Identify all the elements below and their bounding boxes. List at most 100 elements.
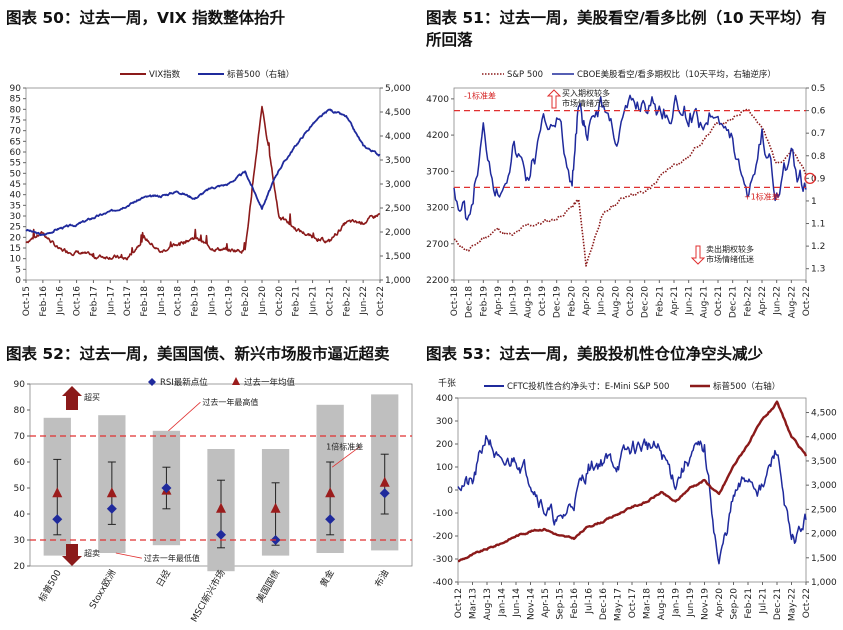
y-tick-label: 80 (14, 406, 26, 416)
y-tick-label: 4200 (426, 131, 449, 141)
x-tick-label: Sep-15 (556, 588, 566, 620)
legend-label-mean: 过去一年均值 (244, 377, 296, 388)
x-tick-label: Apr-20 (715, 588, 725, 618)
plot-area (457, 397, 807, 583)
x-tick-label: Aug-20 (611, 286, 621, 319)
y-tick-label: -200 (433, 532, 454, 542)
y-tick-label: 0 (447, 486, 453, 496)
x-tick-label: Mar-13 (469, 588, 479, 619)
x-tick-label: Dec-20 (641, 286, 651, 318)
y-axis-unit: 千张 (438, 378, 456, 389)
y-tick-label: 15 (10, 244, 21, 254)
category-label: 布油 (372, 568, 391, 590)
x-tick-label: Oct-18 (450, 286, 460, 317)
annotation-leader (331, 446, 361, 468)
x-tick-label: May-17 (614, 588, 624, 621)
y2-tick-label: 3,500 (385, 156, 411, 166)
x-tick-label: May-22 (788, 588, 798, 621)
x-tick-label: Oct-17 (628, 588, 638, 618)
y2-tick-label: 1 (811, 197, 817, 207)
chart-title: 图表 50：过去一周，VIX 指数整体抬升 (6, 9, 286, 27)
x-tick-label: Jun-22 (359, 286, 369, 316)
category-label: MSCI新兴市场 (188, 568, 228, 625)
y-tick-label: 20 (14, 562, 26, 572)
x-tick-label: Jul-21 (759, 588, 769, 615)
x-tick-label: Oct-12 (454, 588, 464, 618)
x-tick-label: Dec-18 (465, 286, 475, 318)
x-tick-label: Oct-21 (714, 286, 724, 316)
mean-marker (270, 502, 281, 513)
annotation: 过去一年最低值 (144, 553, 200, 563)
x-tick-label: Feb-19 (479, 286, 489, 317)
y-tick-label: 30 (10, 212, 22, 222)
x-tick-label: Dec-21 (773, 588, 783, 620)
annotation-leader (115, 552, 142, 559)
annotation: 市场情绪亢奋 (562, 98, 610, 108)
annotation: 卖出期权较多 (706, 244, 754, 254)
x-tick-label: Apr-19 (494, 286, 504, 316)
overbought-label: 超买 (84, 392, 100, 402)
y-tick-label: 90 (10, 84, 22, 94)
category-label: 标普500 (36, 567, 64, 604)
y2-tick-label: 4,500 (385, 108, 411, 118)
y2-tick-label: 0.8 (811, 152, 826, 162)
x-tick-label: Aug-13 (483, 588, 493, 620)
mean-marker (325, 487, 336, 498)
x-tick-label: Feb-22 (342, 286, 352, 317)
x-tick-label: Feb-21 (655, 286, 665, 317)
y2-tick-label: 1,500 (385, 252, 411, 262)
y-tick-label: 0 (15, 276, 21, 286)
category-label: 黄金 (317, 568, 336, 590)
y-tick-label: 75 (10, 116, 21, 126)
x-tick-label: Feb-20 (241, 286, 251, 317)
y-tick-label: 40 (14, 510, 26, 520)
y-tick-label: 5 (15, 265, 21, 275)
rsi-chart: 20 30 40 50 60 70 80 90 标普500 Stoxx欧洲 日经 MSCI新兴市场 美国… (14, 377, 413, 625)
y2-tick-label: 0.6 (811, 107, 826, 117)
y-tick-label: 50 (10, 169, 22, 179)
category-label: 美国国债 (254, 568, 282, 605)
y2-tick-label: 4,000 (811, 433, 837, 443)
y-tick-label: 300 (436, 417, 453, 427)
y-tick-label: 35 (10, 201, 21, 211)
y2-tick-label: 5,000 (385, 84, 411, 94)
plot-area (25, 87, 381, 281)
y-tick-label: 200 (436, 440, 453, 450)
x-tick-label: Feb-22 (743, 286, 753, 317)
rsi-marker (325, 514, 336, 525)
y-tick-label: 90 (14, 380, 26, 390)
y-tick-label: 25 (10, 223, 21, 233)
y-tick-label: 80 (10, 105, 22, 115)
mean-marker (106, 487, 117, 498)
chart-title: 图表 52：过去一周，美国国债、新兴市场股市逼近超卖 (6, 345, 390, 363)
x-tick-label: Feb-17 (89, 286, 99, 317)
legend-label-spx: 标普500（右轴） (713, 381, 780, 392)
y-tick-label: -300 (433, 555, 454, 565)
y2-tick-label: 2,500 (385, 204, 411, 214)
arrow-up-icon (546, 89, 562, 109)
category-label: 日经 (154, 568, 173, 590)
x-tick-label: Oct-21 (325, 286, 335, 316)
y-tick-label: 30 (14, 536, 26, 546)
y2-tick-label: 1,000 (385, 276, 411, 286)
y-tick-label: 60 (10, 148, 22, 158)
rsi-marker (52, 514, 63, 525)
x-tick-label: Dec-19 (553, 286, 563, 318)
x-tick-label: Oct-20 (275, 286, 285, 317)
y-tick-label: 10 (10, 255, 22, 265)
y-tick-label: -100 (433, 509, 454, 519)
x-tick-label: Apr-21 (670, 286, 680, 316)
x-tick-label: Jun-22 (773, 286, 783, 316)
x-tick-label: Jun-21 (685, 286, 695, 316)
oversold-label: 超卖 (84, 548, 100, 558)
arrow-up-icon (62, 386, 82, 410)
chart-title: 图表 53：过去一周，美股投机性仓位净空头减少 (426, 345, 763, 363)
put-call-line (453, 94, 807, 221)
legend-label-rsi: RSI最新点位 (160, 377, 208, 388)
x-tick-label: Feb-20 (567, 286, 577, 317)
x-tick-label: Jun-17 (106, 286, 116, 316)
x-tick-label: Oct-22 (802, 588, 812, 618)
y2-tick-label: 2,500 (811, 505, 837, 515)
category-label: Stoxx欧洲 (87, 568, 119, 611)
vix-line (25, 105, 381, 261)
